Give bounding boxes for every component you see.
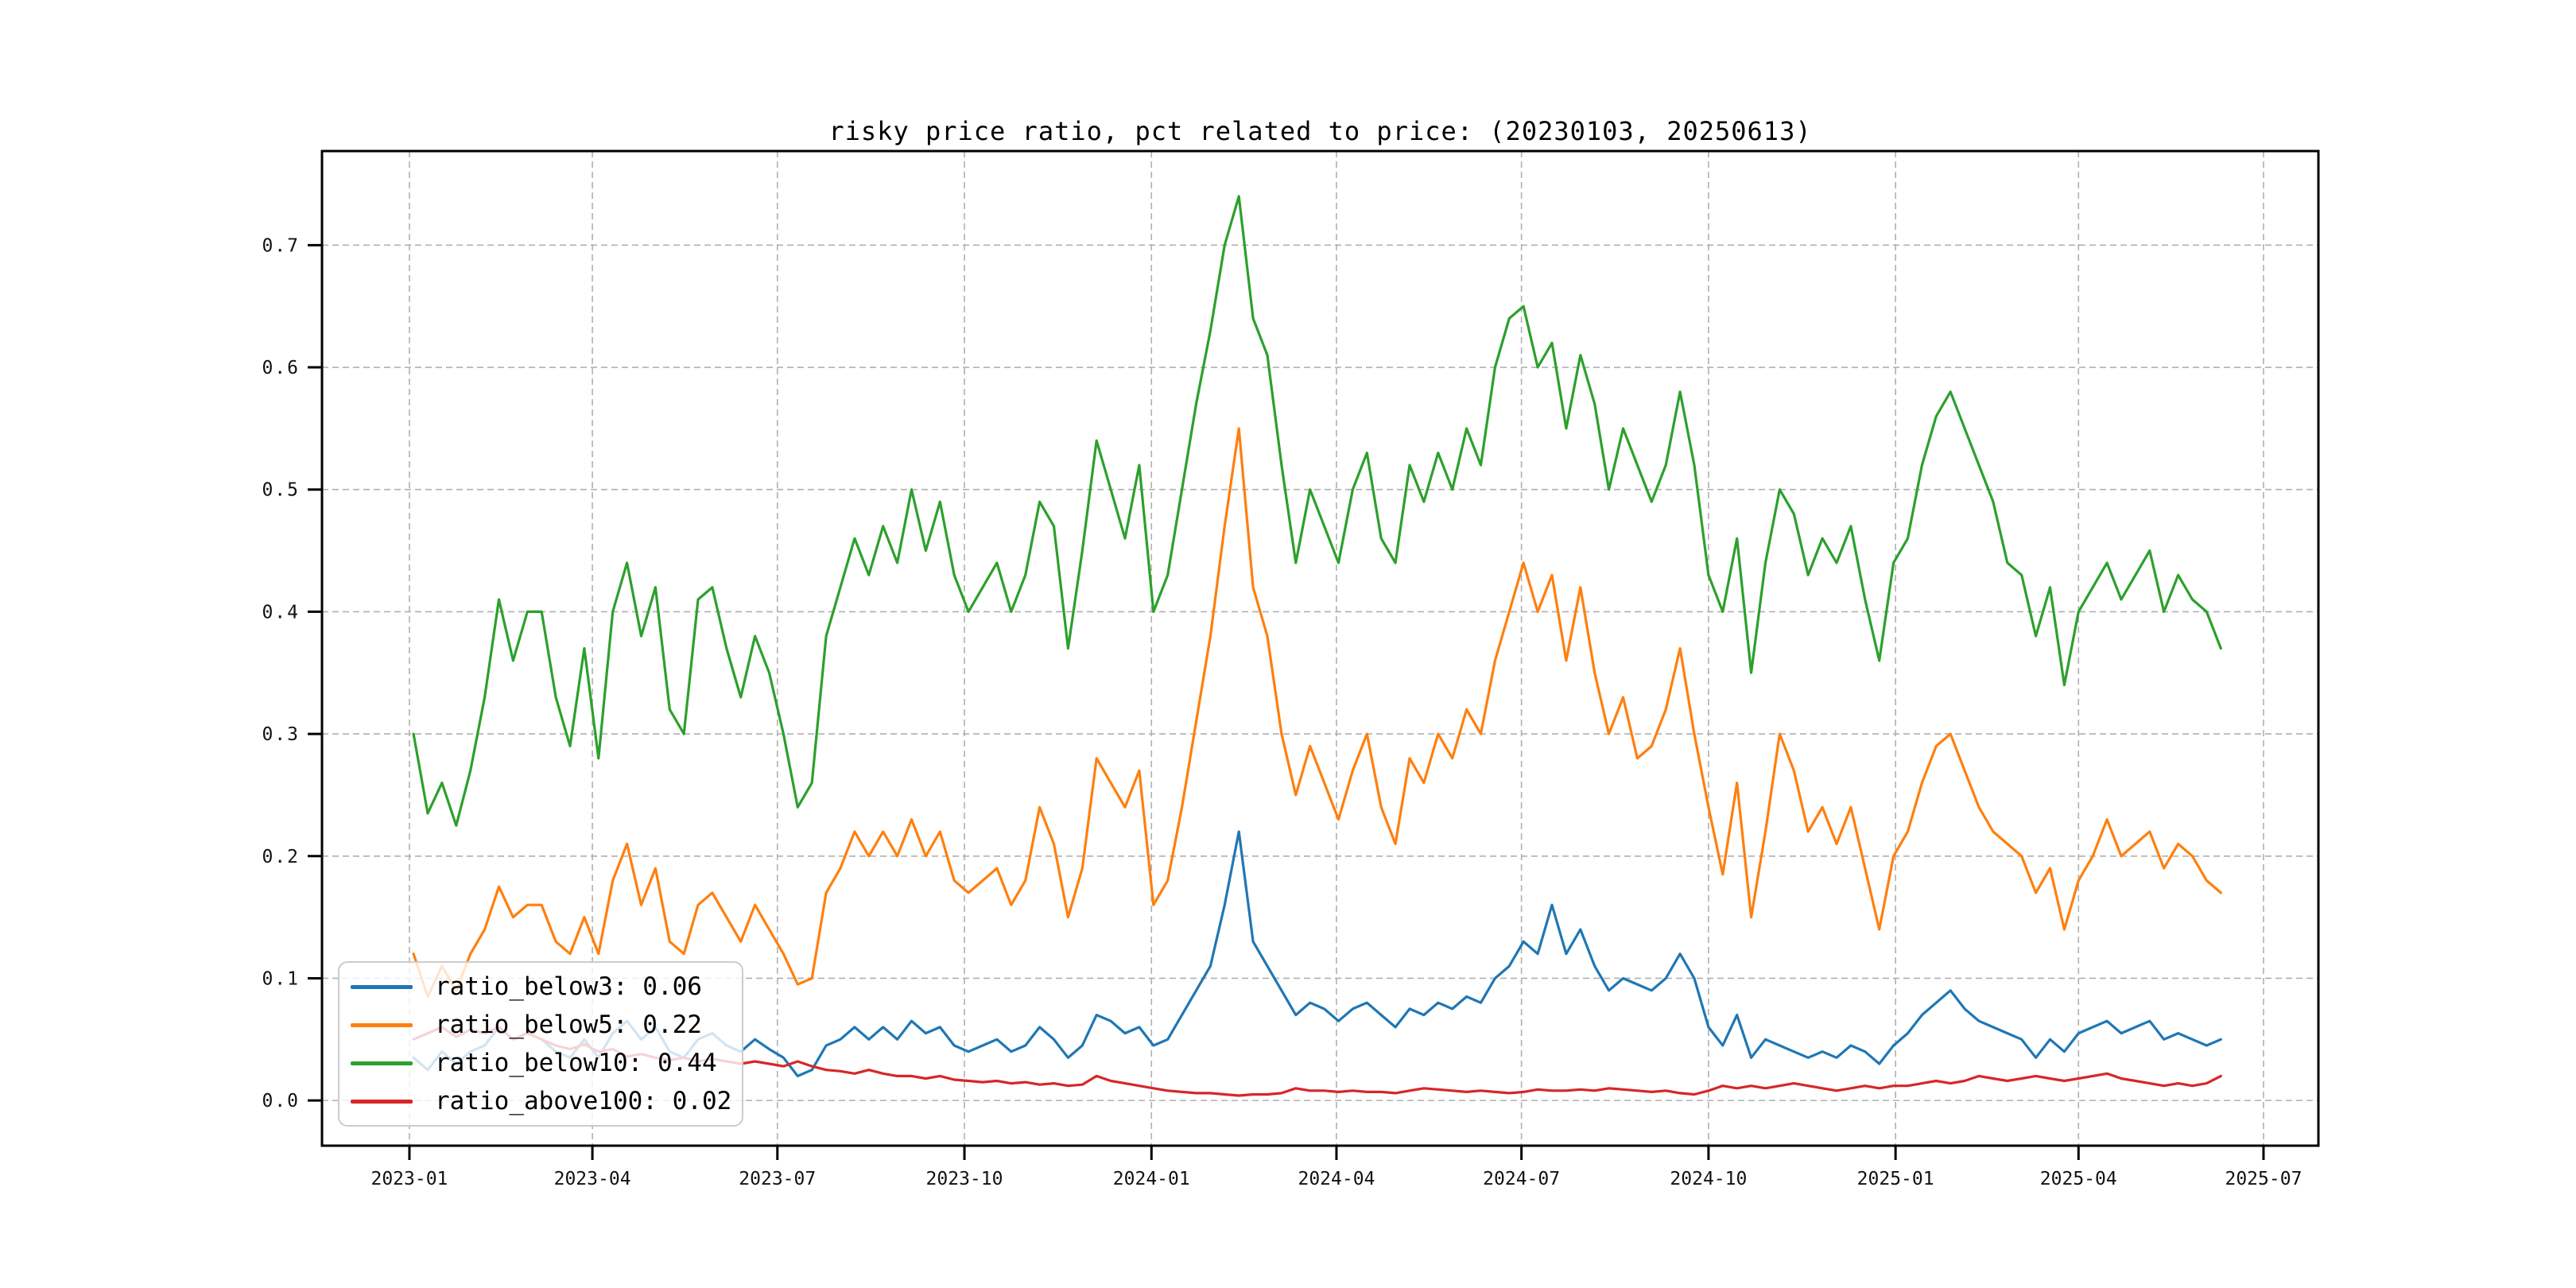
y-tick-label: 0.0 <box>262 1091 300 1111</box>
axes-spines <box>320 149 2320 1147</box>
y-tick-label: 0.7 <box>262 235 300 256</box>
x-tick-label: 2024-01 <box>1113 1169 1190 1189</box>
legend-line-sample-ratio_below3 <box>351 984 413 989</box>
y-axis: 0.0 0.1 0.2 0.3 0.4 0.5 0.6 0.7 <box>262 235 322 1111</box>
x-tick-label: 2025-01 <box>1857 1169 1934 1189</box>
legend-label-ratio_below3: ratio_below3: 0.06 <box>435 972 702 1001</box>
x-tick-label: 2024-04 <box>1298 1169 1375 1189</box>
legend-label-ratio_below5: ratio_below5: 0.22 <box>435 1011 702 1039</box>
legend-item-ratio_below3: ratio_below3: 0.06 <box>351 968 742 1006</box>
x-tick-label: 2023-01 <box>370 1169 448 1189</box>
x-tick-label: 2023-07 <box>739 1169 816 1189</box>
y-tick-label: 0.6 <box>262 358 300 378</box>
chart-title: risky price ratio, pct related to price:… <box>828 116 1812 146</box>
x-tick-label: 2025-07 <box>2225 1169 2302 1189</box>
y-tick-label: 0.2 <box>262 847 300 867</box>
y-tick-label: 0.4 <box>262 602 300 623</box>
legend-item-ratio_below5: ratio_below5: 0.22 <box>351 1006 742 1044</box>
y-tick-label: 0.1 <box>262 968 300 989</box>
y-tick-label: 0.3 <box>262 724 300 745</box>
x-tick-label: 2024-07 <box>1483 1169 1560 1189</box>
legend-line-sample-ratio_above100 <box>351 1099 413 1104</box>
x-tick-label: 2024-10 <box>1670 1169 1747 1189</box>
legend-line-sample-ratio_below10 <box>351 1061 413 1065</box>
x-axis: 2023-01 2023-04 2023-07 2023-10 2024-01 2024-… <box>370 1146 2302 1189</box>
legend-item-ratio_above100: ratio_above100: 0.02 <box>351 1082 742 1120</box>
x-tick-label: 2025-04 <box>2040 1169 2117 1189</box>
legend-label-ratio_below10: ratio_below10: 0.44 <box>435 1049 717 1077</box>
legend-line-sample-ratio_below5 <box>351 1022 413 1027</box>
legend: ratio_below3: 0.06 ratio_below5: 0.22 ra… <box>338 961 743 1127</box>
line-ratio_below5 <box>412 427 2222 999</box>
x-tick-label: 2023-04 <box>554 1169 631 1189</box>
line-ratio_below10 <box>412 195 2222 827</box>
legend-label-ratio_above100: ratio_above100: 0.02 <box>435 1087 732 1115</box>
legend-item-ratio_below10: ratio_below10: 0.44 <box>351 1044 742 1082</box>
x-tick-label: 2023-10 <box>926 1169 1003 1189</box>
y-tick-label: 0.5 <box>262 480 300 501</box>
